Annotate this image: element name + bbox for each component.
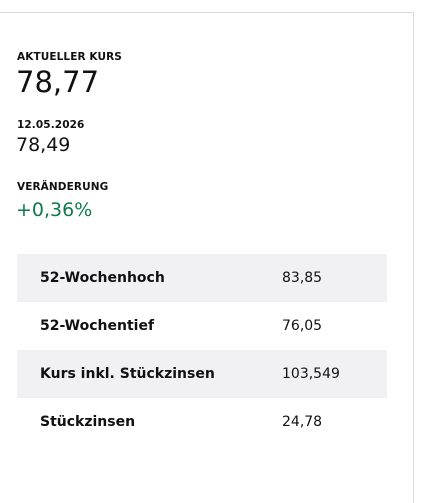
table-row: 52-Wochenhoch 83,85	[17, 254, 387, 302]
quote-card: AKTUELLER KURS 78,77 12.05.2026 78,49 VE…	[0, 12, 414, 503]
change-label: VERÄNDERUNG	[17, 181, 109, 193]
row-label: 52-Wochenhoch	[40, 270, 165, 286]
quote-label: AKTUELLER KURS	[17, 51, 122, 63]
row-label: Kurs inkl. Stückzinsen	[40, 366, 215, 382]
row-value: 83,85	[282, 270, 323, 286]
row-label: 52-Wochentief	[40, 318, 155, 334]
row-label: Stückzinsen	[40, 414, 136, 430]
table-row: Kurs inkl. Stückzinsen 103,549	[17, 350, 387, 398]
previous-value: 78,49	[16, 134, 71, 156]
previous-label: 12.05.2026	[17, 119, 85, 131]
row-value: 24,78	[282, 414, 323, 430]
quote-value: 78,77	[16, 65, 100, 99]
row-value: 103,549	[282, 366, 340, 382]
change-value: +0,36%	[16, 199, 93, 221]
key-figures: 52-Wochenhoch 83,85 52-Wochentief 76,05 Kurs…	[17, 254, 387, 446]
table-row: 52-Wochentief 76,05	[17, 302, 387, 350]
table-row: Stückzinsen 24,78	[17, 398, 387, 446]
row-value: 76,05	[282, 318, 323, 334]
